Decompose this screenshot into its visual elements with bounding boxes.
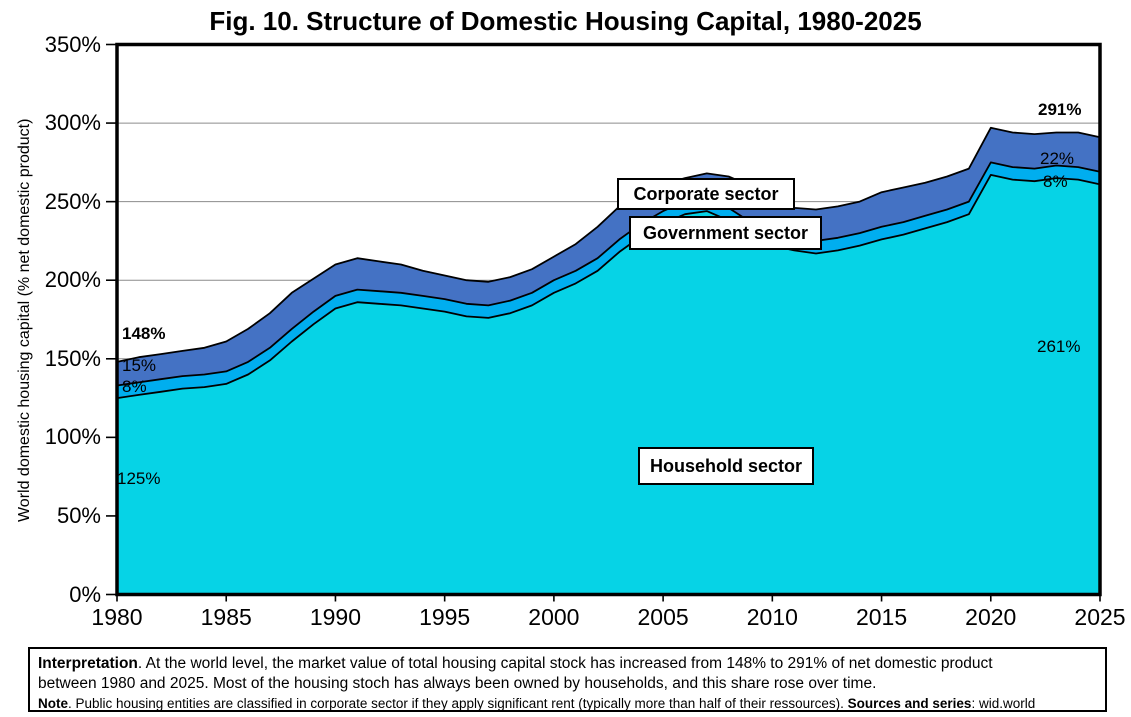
note-line: between 1980 and 2025. Most of the housi…	[38, 675, 877, 692]
x-tick-label-2020: 2020	[965, 604, 1017, 630]
annotation-1980-corporate: 15%	[122, 356, 157, 375]
annotation-2025-total: 291%	[1038, 100, 1082, 119]
y-tick-label-250%: 250%	[44, 188, 101, 214]
legend-box-government-sector: Government sector	[629, 216, 822, 250]
legend-box-household-sector: Household sector	[638, 447, 814, 485]
y-tick-label-150%: 150%	[44, 345, 101, 371]
x-tick-label-1980: 1980	[91, 604, 143, 630]
annotation-1980-total: 148%	[122, 324, 166, 343]
x-tick-label-2005: 2005	[637, 604, 689, 630]
y-tick-label-50%: 50%	[56, 502, 101, 528]
annotation-1980-household: 125%	[117, 469, 161, 488]
y-tick-label-350%: 350%	[44, 31, 101, 57]
stacked-area-plot	[106, 42, 1102, 602]
x-tick-label-2000: 2000	[528, 604, 580, 630]
x-tick-label-1995: 1995	[419, 604, 471, 630]
x-tick-label-2025: 2025	[1074, 604, 1126, 630]
chart-title: Fig. 10. Structure of Domestic Housing C…	[209, 6, 922, 36]
legend-box-corporate-sector: Corporate sector	[617, 178, 795, 210]
y-tick-label-200%: 200%	[44, 267, 101, 293]
x-tick-label-1985: 1985	[200, 604, 252, 630]
annotation-1980-government: 8%	[122, 377, 147, 396]
x-tick-label-2015: 2015	[855, 604, 908, 630]
y-tick-label-300%: 300%	[44, 110, 101, 136]
y-tick-label-100%: 100%	[44, 424, 101, 450]
x-tick-label-1990: 1990	[309, 604, 362, 630]
area-household-sector	[116, 174, 1101, 596]
note-line: Interpretation. At the world level, the …	[38, 655, 993, 672]
annotation-2025-household: 261%	[1037, 337, 1081, 356]
annotation-2025-government: 8%	[1043, 172, 1068, 191]
annotation-2025-corporate: 22%	[1040, 149, 1075, 168]
x-tick-label-2010: 2010	[746, 604, 798, 630]
interpretation-note-box: Interpretation. At the world level, the …	[28, 647, 1107, 712]
note-line: Note. Public housing entities are classi…	[38, 696, 1036, 711]
plot-border	[115, 42, 1102, 597]
y-tick-label-0%: 0%	[69, 581, 101, 607]
